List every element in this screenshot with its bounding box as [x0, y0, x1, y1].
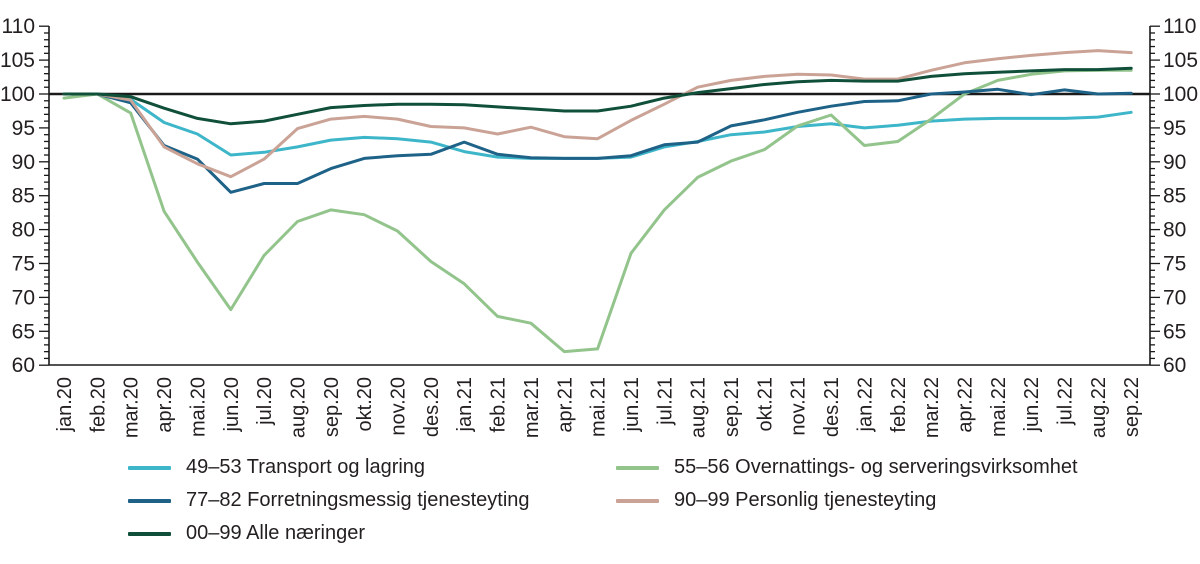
- y-tick-label-right: 95: [1163, 117, 1186, 140]
- x-tick-label: des.21: [821, 377, 843, 437]
- legend-label: 00–99 Alle næringer: [186, 522, 366, 544]
- line-chart: 60 60 65 65 70 70 75 75 80 80 85 85 90 90 95 95 100 100 10…: [0, 15, 1198, 438]
- legend-label: 49–53 Transport og lagring: [186, 456, 426, 478]
- y-ticks: [39, 25, 1160, 366]
- x-tick-label: feb.22: [888, 377, 910, 433]
- legend-item-77-82: 77–82 Forretningsmessig tjenesteyting: [128, 489, 530, 512]
- y-tick-label-left: 80: [12, 219, 35, 242]
- axes: [48, 26, 1151, 366]
- series-line-49-53: [62, 92, 1133, 160]
- x-tick-label: aug.22: [1088, 377, 1110, 438]
- x-tick-label: mar.21: [521, 377, 543, 438]
- y-tick-label-left: 65: [12, 320, 35, 343]
- y-tick-label-left: 105: [0, 49, 35, 72]
- x-tick-label: okt.21: [754, 377, 776, 431]
- x-tick-label: jul.22: [1055, 377, 1077, 426]
- x-tick-label: aug.20: [287, 377, 309, 438]
- legend-swatch: [128, 465, 171, 470]
- y-tick-label-left: 100: [0, 83, 35, 106]
- x-tick-label: jun.21: [621, 377, 643, 433]
- y-tick-label-left: 85: [12, 185, 35, 208]
- x-tick-label: jun.20: [221, 377, 243, 433]
- legend-label: 90–99 Personlig tjenesteyting: [674, 489, 937, 511]
- x-tick-label: aug.21: [688, 377, 710, 438]
- x-tick-label: jul.21: [654, 377, 676, 426]
- series-line-00-99: [62, 66, 1133, 126]
- y-tick-label-right: 90: [1163, 151, 1186, 174]
- y-tick-label-left: 75: [12, 253, 35, 276]
- series-line-55-56: [62, 68, 1133, 354]
- x-tick-label: apr.22: [954, 377, 976, 433]
- x-tick-label: apr.21: [554, 377, 576, 433]
- legend-item-55-56: 55–56 Overnattings- og serveringsvirksom…: [616, 456, 1078, 479]
- y-tick-label-left: 90: [12, 151, 35, 174]
- legend-label: 77–82 Forretningsmessig tjenesteyting: [186, 489, 530, 511]
- x-tick-label: nov.21: [788, 377, 810, 436]
- y-tick-label-right: 65: [1163, 320, 1186, 343]
- series-lines: [62, 49, 1133, 354]
- legend-item-90-99: 90–99 Personlig tjenesteyting: [616, 489, 1078, 512]
- x-tick-label: sep.22: [1121, 377, 1143, 437]
- x-tick-label: mar.22: [921, 377, 943, 438]
- y-tick-label-right: 75: [1163, 253, 1186, 276]
- x-tick-label: des.20: [421, 377, 443, 437]
- x-tick-label: feb.20: [87, 377, 109, 433]
- y-tick-label-left: 95: [12, 117, 35, 140]
- x-tick-label: jan.20: [54, 377, 76, 433]
- y-tick-label-right: 85: [1163, 185, 1186, 208]
- legend-column: 55–56 Overnattings- og serveringsvirksom…: [616, 456, 1078, 512]
- x-tick-label: mai.20: [187, 377, 209, 437]
- y-tick-label-left: 110: [2, 15, 35, 38]
- legend-swatch: [128, 498, 171, 503]
- x-tick-label: apr.20: [154, 377, 176, 433]
- y-tick-label-right: 105: [1163, 49, 1198, 72]
- x-tick-labels: jan.20 feb.20 mar.20 apr.20 mai.20 jun.20 jul.…: [54, 377, 1143, 438]
- y-tick-label-right: 60: [1163, 354, 1186, 377]
- y-tick-label-left: 60: [12, 354, 35, 377]
- legend-item-00-99: 00–99 Alle næringer: [128, 522, 530, 545]
- y-tick-label-right: 110: [1163, 15, 1196, 38]
- x-tick-label: mai.21: [588, 377, 610, 437]
- x-tick-label: jun.22: [1021, 377, 1043, 433]
- x-tick-label: nov.20: [388, 377, 410, 436]
- y-tick-labels: 60 60 65 65 70 70 75 75 80 80 85 85 90 90 95 95 100 100 10…: [0, 15, 1198, 377]
- x-tick-label: sep.20: [321, 377, 343, 437]
- y-tick-label-left: 70: [12, 286, 35, 309]
- x-tick-label: mar.20: [121, 377, 143, 438]
- y-tick-label-right: 70: [1163, 286, 1186, 309]
- chart-legend: 49–53 Transport og lagring 77–82 Forretni…: [0, 456, 1200, 556]
- series-line-77-82: [62, 87, 1133, 194]
- x-tick-label: jul.20: [254, 377, 276, 426]
- series-line-90-99: [62, 49, 1133, 179]
- x-tick-label: sep.21: [721, 377, 743, 437]
- x-tick-label: jan.21: [454, 377, 476, 433]
- x-tick-label: feb.21: [488, 377, 510, 433]
- legend-label: 55–56 Overnattings- og serveringsvirksom…: [674, 456, 1078, 478]
- y-tick-label-right: 100: [1163, 83, 1198, 106]
- legend-swatch: [616, 498, 659, 503]
- legend-swatch: [128, 531, 171, 536]
- x-tick-label: mai.22: [988, 377, 1010, 437]
- legend-column: 49–53 Transport og lagring 77–82 Forretni…: [128, 456, 530, 545]
- y-tick-label-right: 80: [1163, 219, 1186, 242]
- x-tick-label: jan.22: [854, 377, 876, 433]
- legend-swatch: [616, 465, 659, 470]
- x-tick-label: okt.20: [354, 377, 376, 431]
- legend-item-49-53: 49–53 Transport og lagring: [128, 456, 530, 479]
